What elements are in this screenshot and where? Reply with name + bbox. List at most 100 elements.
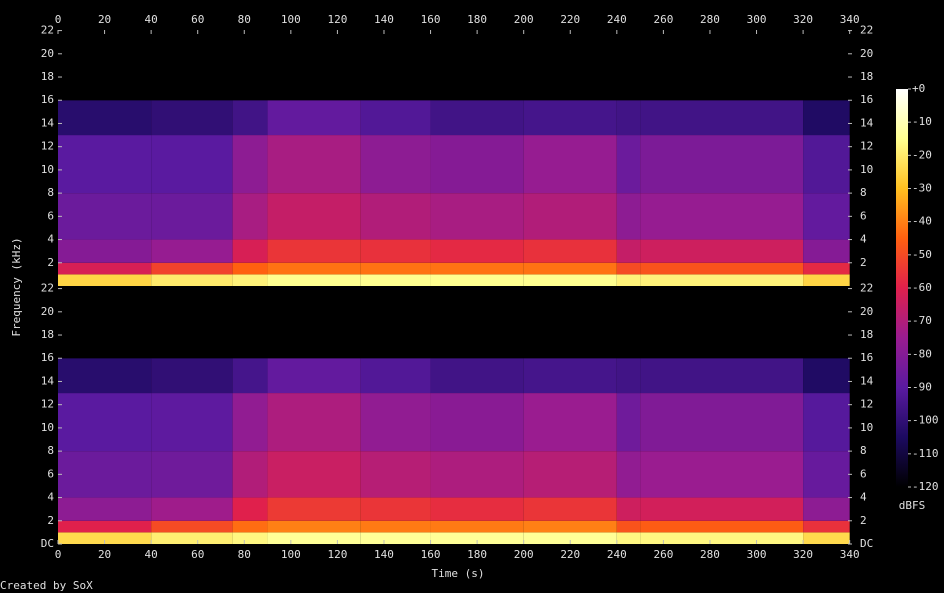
- spectrogram-cell: [267, 193, 361, 240]
- y-tick-label-right: 8: [860, 444, 867, 457]
- x-tick-label-top: 0: [55, 13, 62, 26]
- colorbar-tick-label: -100: [912, 414, 939, 427]
- y-tick-label: 22: [41, 282, 54, 295]
- spectrogram-cell: [360, 451, 431, 498]
- spectrogram-cell: [267, 262, 361, 275]
- y-tick-label-right: 4: [860, 233, 867, 246]
- y-tick-label: 8: [47, 444, 54, 457]
- y-tick-label-right: 4: [860, 491, 867, 504]
- spectrogram-cell: [58, 274, 152, 286]
- colorbar-tick-label: -30: [912, 182, 932, 195]
- spectrogram-cell: [151, 497, 233, 521]
- x-tick-label-top: 300: [747, 13, 767, 26]
- spectrogram-cell: [151, 393, 233, 452]
- spectrogram-cell: [803, 30, 850, 101]
- spectrogram-cell: [151, 262, 233, 275]
- spectrogram-cell: [267, 274, 361, 286]
- x-tick-label: 200: [514, 548, 534, 561]
- y-tick-label: 22: [41, 24, 54, 37]
- spectrogram-cell: [360, 262, 431, 275]
- spectrogram-cell: [803, 239, 850, 263]
- spectrogram-cell: [640, 393, 804, 452]
- spectrogram-cell: [430, 30, 524, 101]
- spectrogram-cell: [430, 288, 524, 359]
- spectrogram-cell: [151, 193, 233, 240]
- spectrogram-cell: [803, 393, 850, 452]
- spectrogram-cell: [360, 497, 431, 521]
- spectrogram-cell: [616, 520, 641, 533]
- spectrogram-cell: [267, 288, 361, 359]
- spectrogram-cell: [803, 497, 850, 521]
- y-tick-label-right: 18: [860, 328, 873, 341]
- y-tick-label-right: 20: [860, 305, 873, 318]
- y-tick-label: 6: [47, 209, 54, 222]
- x-tick-label-top: 240: [607, 13, 627, 26]
- spectrogram-cell: [360, 358, 431, 394]
- spectrogram-cell: [151, 274, 233, 286]
- x-tick-label-top: 280: [700, 13, 720, 26]
- colorbar-tick-label: -110: [912, 447, 939, 460]
- y-tick-label: 6: [47, 467, 54, 480]
- spectrogram-cell: [523, 274, 617, 286]
- spectrogram-cell: [430, 532, 524, 544]
- x-tick-label: 280: [700, 548, 720, 561]
- credit: Created by SoX: [0, 579, 93, 592]
- spectrogram-cell: [267, 135, 361, 194]
- x-axis-label: Time (s): [432, 567, 485, 580]
- spectrogram-cell: [232, 393, 268, 452]
- x-tick-label: 240: [607, 548, 627, 561]
- y-tick-label-right: 20: [860, 47, 873, 60]
- x-tick-label-top: 20: [98, 13, 111, 26]
- spectrogram-cell: [151, 100, 233, 136]
- spectrogram-cell: [640, 358, 804, 394]
- spectrogram-cell: [640, 274, 804, 286]
- spectrogram-cell: [232, 262, 268, 275]
- spectrogram-cell: [616, 451, 641, 498]
- y-tick-label-right: 12: [860, 398, 873, 411]
- spectrogram-cell: [523, 239, 617, 263]
- x-tick-label: 80: [238, 548, 251, 561]
- x-tick-label: 20: [98, 548, 111, 561]
- spectrogram-cell: [360, 288, 431, 359]
- spectrogram-cell: [803, 274, 850, 286]
- spectrogram-cell: [616, 497, 641, 521]
- spectrogram-cell: [267, 497, 361, 521]
- spectrogram-cell: [58, 393, 152, 452]
- colorbar: [896, 89, 908, 487]
- x-tick-label-top: 160: [421, 13, 441, 26]
- x-tick-label: 160: [421, 548, 441, 561]
- y-tick-label-right: 10: [860, 163, 873, 176]
- spectrogram-cell: [58, 30, 152, 101]
- spectrogram-cell: [616, 532, 641, 544]
- x-tick-label-top: 120: [327, 13, 347, 26]
- spectrogram-cell: [640, 262, 804, 275]
- spectrogram-cell: [640, 532, 804, 544]
- colorbar-tick-label: -70: [912, 314, 932, 327]
- spectrogram-cell: [803, 288, 850, 359]
- spectrogram-cell: [430, 497, 524, 521]
- spectrogram-cell: [232, 30, 268, 101]
- spectrogram-cell: [640, 288, 804, 359]
- spectrogram-cell: [58, 135, 152, 194]
- spectrogram-cell: [232, 193, 268, 240]
- spectrogram-cell: [267, 532, 361, 544]
- y-tick-label: 12: [41, 398, 54, 411]
- x-tick-label-top: 220: [560, 13, 580, 26]
- x-tick-label: 0: [55, 548, 62, 561]
- colorbar-label: dBFS: [899, 499, 926, 512]
- spectrogram-cell: [523, 100, 617, 136]
- spectrogram-cell: [151, 451, 233, 498]
- y-tick-label-right: 6: [860, 209, 867, 222]
- x-tick-label-top: 60: [191, 13, 204, 26]
- spectrogram-cell: [616, 239, 641, 263]
- spectrogram-cell: [430, 451, 524, 498]
- spectrogram-cell: [232, 451, 268, 498]
- x-tick-label-top: 40: [145, 13, 158, 26]
- spectrogram-cell: [523, 358, 617, 394]
- spectrogram-cell: [616, 288, 641, 359]
- spectrogram-cell: [58, 100, 152, 136]
- spectrogram-cell: [58, 451, 152, 498]
- spectrogram-cell: [616, 358, 641, 394]
